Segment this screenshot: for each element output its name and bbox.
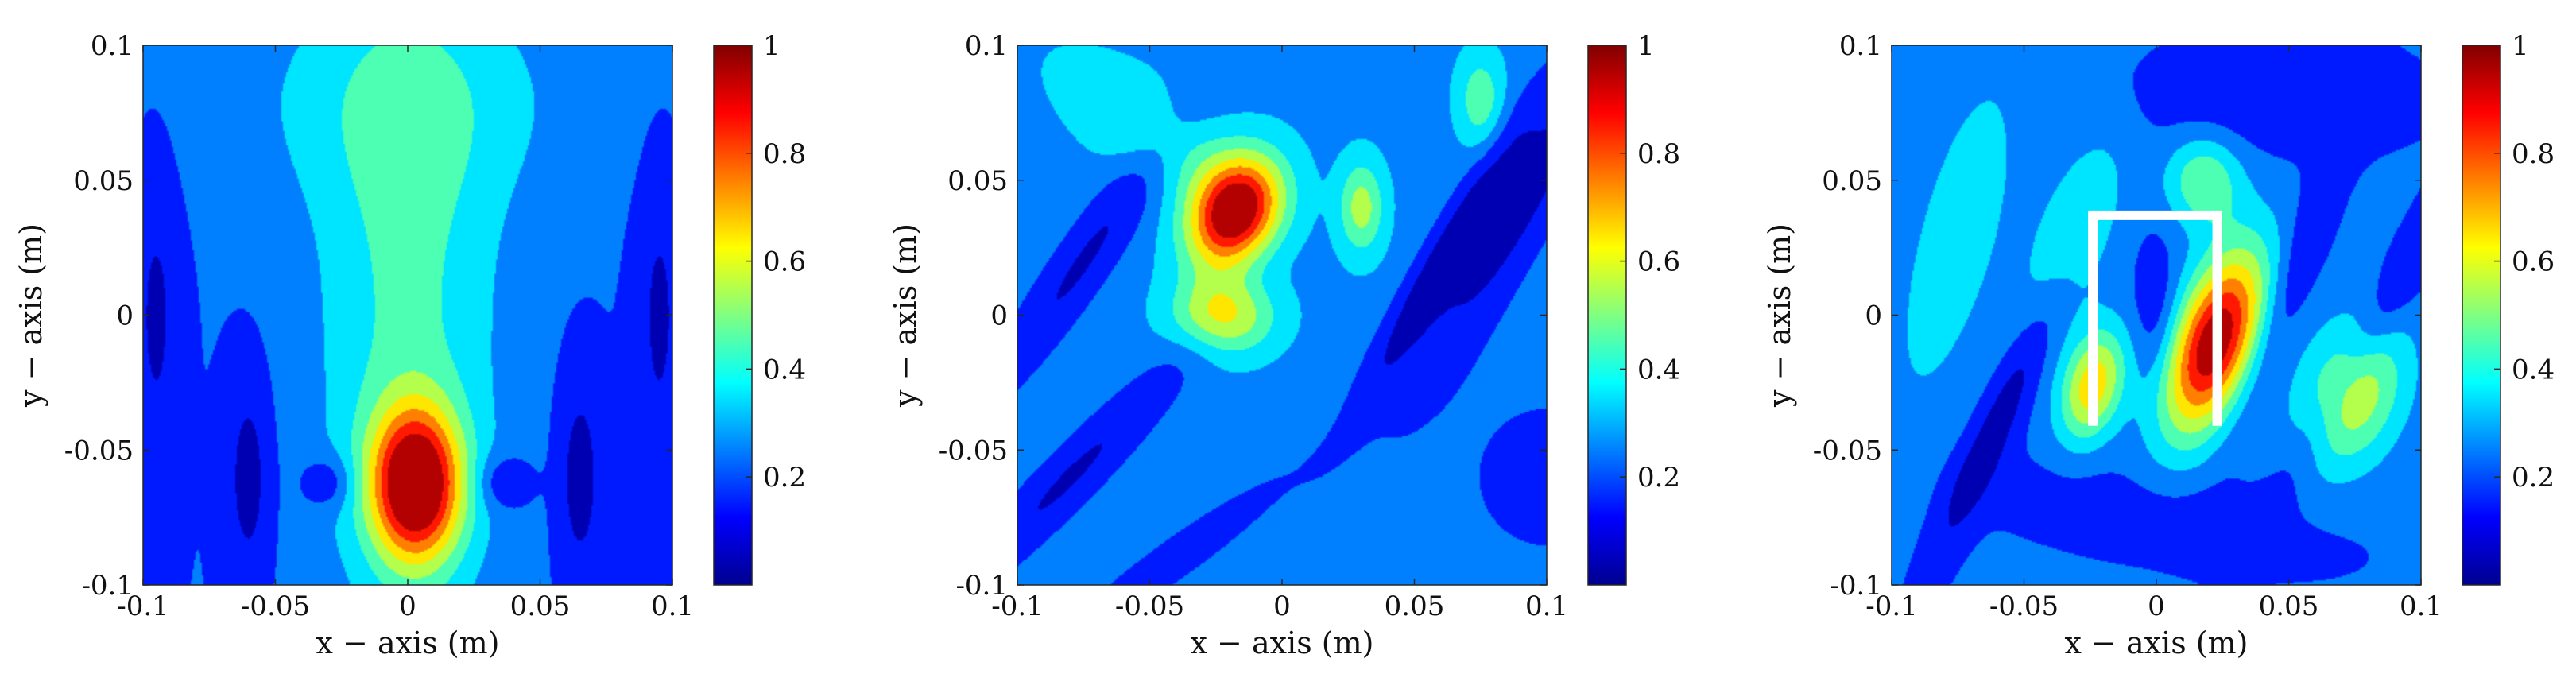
contour-field <box>143 45 672 585</box>
contour-field <box>1017 45 1547 585</box>
y-tick-label: 0.05 <box>73 165 134 197</box>
colorbar-tick-label: 0.4 <box>2512 354 2555 385</box>
x-tick-label: 0.05 <box>510 591 571 622</box>
colorbar <box>2462 45 2500 585</box>
colorbar-tick-label: 0.6 <box>1637 246 1680 278</box>
x-tick-label: -0.05 <box>1989 591 2059 622</box>
x-tick-label: 0.1 <box>651 591 694 622</box>
y-tick-label: -0.05 <box>1813 435 1882 467</box>
colorbar <box>714 45 752 585</box>
colorbar-tick-label: 1 <box>2512 30 2529 62</box>
y-tick-label: 0 <box>116 300 134 332</box>
colorbar-tick-label: 0.6 <box>2512 246 2555 278</box>
panels-layer: -0.1 -0.05 0 0.05 0.1 -0.1 -0.05 0 0.05 0.1 x − ax… <box>14 30 2555 660</box>
x-axis-label: x − axis (m) <box>316 625 500 660</box>
y-tick-label: 0.05 <box>947 165 1008 197</box>
x-tick-label: 0 <box>399 591 416 622</box>
colorbar-tick-label: 1 <box>1637 30 1655 62</box>
x-tick-label: -0.05 <box>1115 591 1184 622</box>
x-tick-label: 0.05 <box>2259 591 2319 622</box>
colorbar-tick-label: 1 <box>763 30 781 62</box>
y-tick-label: 0 <box>990 300 1008 332</box>
target-outline <box>2088 210 2222 426</box>
x-tick-label: 0.05 <box>1385 591 1445 622</box>
x-axis-label: x − axis (m) <box>1191 625 1374 660</box>
colorbar-frame <box>2462 45 2501 586</box>
y-tick-label: -0.05 <box>939 435 1008 467</box>
y-tick-label: -0.1 <box>1830 570 1882 602</box>
y-tick-label: -0.05 <box>64 435 134 467</box>
y-tick-label: 0.05 <box>1822 165 1882 197</box>
x-tick-label: -0.05 <box>241 591 310 622</box>
y-tick-label: -0.1 <box>81 570 134 602</box>
x-tick-label: 0.1 <box>2400 591 2442 622</box>
y-axis-label: y − axis (m) <box>14 223 48 408</box>
x-tick-label: 0 <box>1273 591 1291 622</box>
y-tick-label: 0.1 <box>1839 30 1882 62</box>
y-tick-label: 0.1 <box>965 30 1008 62</box>
colorbar-tick-label: 0.2 <box>763 462 806 494</box>
x-tick-label: 0.1 <box>1525 591 1568 622</box>
y-tick-label: 0.1 <box>91 30 134 62</box>
y-axis-label: y − axis (m) <box>888 223 923 408</box>
colorbar-frame <box>1587 45 1627 586</box>
heatmap-panel-3: -0.1 -0.05 0 0.05 0.1 -0.1 -0.05 0 0.05 0.1 x − ax… <box>1762 30 2555 660</box>
y-tick-label: 0 <box>1865 300 1882 332</box>
colorbar-frame <box>713 45 753 586</box>
contour-field <box>1892 45 2421 585</box>
x-tick-label: -0.1 <box>991 591 1044 622</box>
colorbar-tick-label: 0.4 <box>1637 354 1680 385</box>
colorbar-tick-label: 0.8 <box>1637 138 1680 170</box>
colorbar-tick-label: 0.4 <box>763 354 806 385</box>
colorbar-tick-label: 0.2 <box>1637 462 1680 494</box>
colorbar-tick-label: 0.2 <box>2512 462 2555 494</box>
x-axis-label: x − axis (m) <box>2065 625 2249 660</box>
x-tick-label: -0.1 <box>1865 591 1918 622</box>
y-tick-label: -0.1 <box>955 570 1008 602</box>
heatmap-panel-2: -0.1 -0.05 0 0.05 0.1 -0.1 -0.05 0 0.05 0.1 x − ax… <box>888 30 1680 660</box>
colorbar-tick-label: 0.6 <box>763 246 806 278</box>
colorbar-tick-label: 0.8 <box>763 138 806 170</box>
colorbar-tick-label: 0.8 <box>2512 138 2555 170</box>
x-tick-label: 0 <box>2148 591 2165 622</box>
y-axis-label: y − axis (m) <box>1762 223 1797 408</box>
heatmap-panel-1: -0.1 -0.05 0 0.05 0.1 -0.1 -0.05 0 0.05 0.1 x − ax… <box>14 30 806 660</box>
x-tick-label: -0.1 <box>117 591 169 622</box>
colorbar <box>1588 45 1626 585</box>
